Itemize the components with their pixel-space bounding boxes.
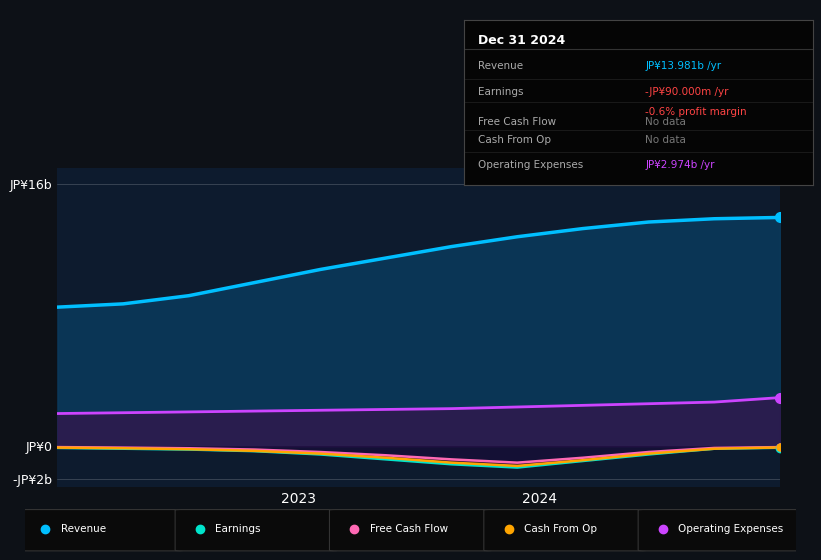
Text: Earnings: Earnings	[215, 524, 261, 534]
FancyBboxPatch shape	[329, 510, 492, 551]
FancyBboxPatch shape	[21, 510, 183, 551]
FancyBboxPatch shape	[484, 510, 646, 551]
Text: Cash From Op: Cash From Op	[478, 135, 551, 145]
FancyBboxPatch shape	[175, 510, 337, 551]
Text: -JP¥90.000m /yr: -JP¥90.000m /yr	[645, 87, 729, 97]
Text: No data: No data	[645, 135, 686, 145]
Text: Free Cash Flow: Free Cash Flow	[478, 117, 556, 127]
Text: Free Cash Flow: Free Cash Flow	[369, 524, 447, 534]
FancyBboxPatch shape	[638, 510, 800, 551]
Text: Operating Expenses: Operating Expenses	[678, 524, 783, 534]
Text: JP¥2.974b /yr: JP¥2.974b /yr	[645, 160, 715, 170]
Text: Operating Expenses: Operating Expenses	[478, 160, 583, 170]
Text: -0.6% profit margin: -0.6% profit margin	[645, 107, 747, 117]
Text: JP¥13.981b /yr: JP¥13.981b /yr	[645, 61, 722, 71]
Text: Revenue: Revenue	[61, 524, 106, 534]
Text: No data: No data	[645, 117, 686, 127]
Text: Earnings: Earnings	[478, 87, 523, 97]
Text: Cash From Op: Cash From Op	[524, 524, 597, 534]
Text: Dec 31 2024: Dec 31 2024	[478, 35, 565, 48]
Text: Revenue: Revenue	[478, 61, 523, 71]
